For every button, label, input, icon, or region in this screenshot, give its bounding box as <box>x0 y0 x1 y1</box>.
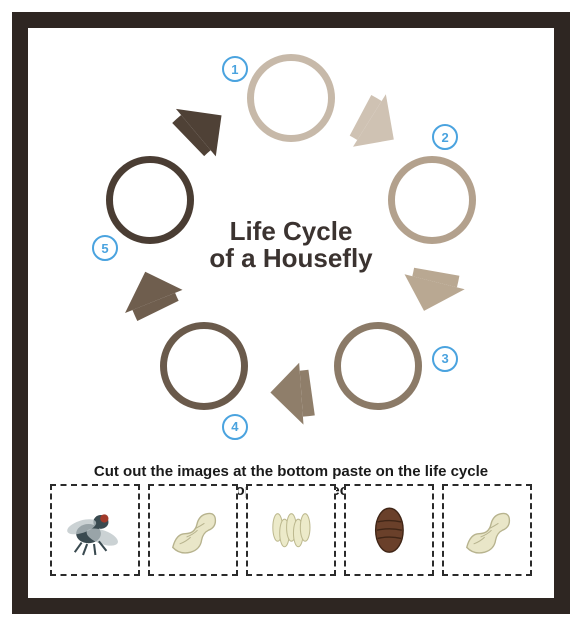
instructions-line-1: Cut out the images at the bottom paste o… <box>28 463 554 482</box>
cutout-larva-large[interactable] <box>442 484 532 576</box>
title-line-1: Life Cycle <box>209 218 372 245</box>
cutout-adult-fly[interactable] <box>50 484 140 576</box>
eggs-icon <box>257 495 326 565</box>
stage-circle-1 <box>247 54 335 142</box>
stage-circle-5 <box>106 156 194 244</box>
title-line-2: of a Housefly <box>209 245 372 272</box>
adult-fly-icon <box>61 495 130 565</box>
stage-badge-3: 3 <box>432 346 458 372</box>
larva-large-icon <box>453 495 522 565</box>
diagram-title: Life Cycle of a Housefly <box>209 218 372 273</box>
stage-badge-5: 5 <box>92 235 118 261</box>
stage-circle-4 <box>160 322 248 410</box>
worksheet-frame: Life Cycle of a Housefly 12345 Cut out t… <box>12 12 570 614</box>
stage-badge-1: 1 <box>222 56 248 82</box>
cutout-strip <box>50 484 532 576</box>
stage-circle-2 <box>388 156 476 244</box>
pupa-icon <box>355 495 424 565</box>
cutout-pupa[interactable] <box>344 484 434 576</box>
cycle-diagram: Life Cycle of a Housefly 12345 <box>28 28 554 458</box>
larva-small-icon <box>159 495 228 565</box>
cutout-larva-small[interactable] <box>148 484 238 576</box>
stage-badge-4: 4 <box>222 414 248 440</box>
stage-circle-3 <box>334 322 422 410</box>
cutout-eggs[interactable] <box>246 484 336 576</box>
